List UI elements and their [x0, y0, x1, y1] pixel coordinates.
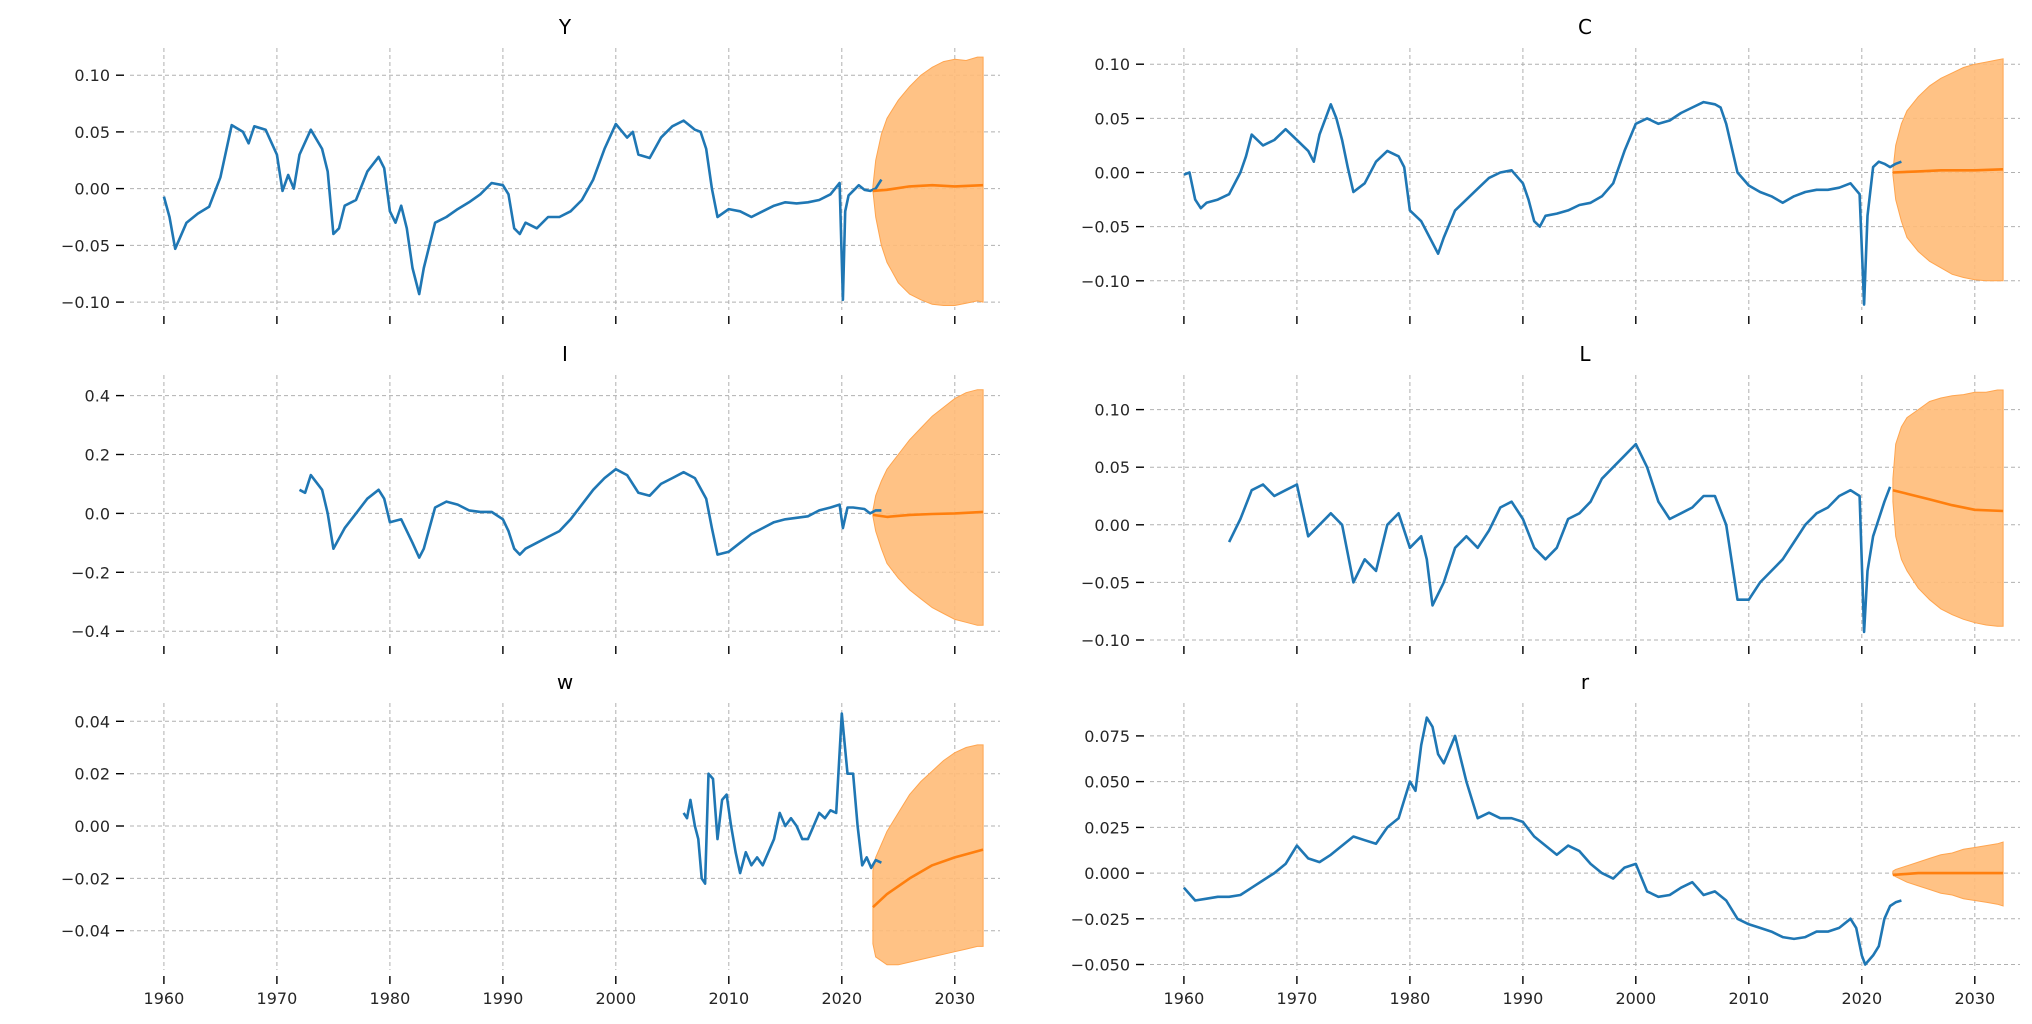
- series-forecast: [872, 510, 984, 519]
- y-tick-label: 0.00: [1094, 516, 1130, 535]
- x-tick-label: 2010: [1728, 989, 1769, 1008]
- forecast-band: [1892, 389, 2004, 627]
- x-tick-label: 2030: [1954, 989, 1995, 1008]
- y-tick-label: 0.050: [1084, 773, 1130, 792]
- y-tick-label: −0.4: [71, 622, 110, 641]
- y-tick-label: −0.10: [1081, 272, 1130, 291]
- x-tick-label: 1960: [144, 989, 185, 1008]
- series-data: [682, 712, 882, 885]
- series-forecast: [1892, 168, 2004, 174]
- panel-title: w: [557, 670, 573, 694]
- y-tick-label: −0.05: [1081, 573, 1130, 592]
- x-tick-label: 1990: [1503, 989, 1544, 1008]
- x-tick-label: 1980: [1390, 989, 1431, 1008]
- panel-C: 0.10 0.05 0.00 −0.05 −0.10 C: [1081, 15, 2020, 324]
- y-tick-label: 0.05: [74, 123, 110, 142]
- x-tick-label: 2000: [595, 989, 636, 1008]
- series-data: [162, 119, 883, 302]
- forecast-band: [872, 744, 984, 966]
- x-tick-label: 2030: [934, 989, 975, 1008]
- forecast-band: [872, 56, 984, 306]
- x-tick-label: 1990: [483, 989, 524, 1008]
- y-tick-label: −0.02: [61, 869, 110, 888]
- forecast-band: [872, 389, 984, 626]
- panel-title: L: [1579, 342, 1591, 366]
- y-tick-label: 0.0: [85, 504, 110, 523]
- panel-L: 0.10 0.05 0.00 −0.05 −0.10 L: [1081, 342, 2020, 654]
- series-forecast: [872, 183, 984, 193]
- y-tick-label: 0.02: [74, 765, 110, 784]
- y-tick-label: 0.00: [1094, 164, 1130, 183]
- y-tick-label: 0.10: [74, 66, 110, 85]
- y-tick-label: 0.075: [1084, 727, 1130, 746]
- y-tick-label: −0.10: [1081, 631, 1130, 650]
- y-tick-label: 0.2: [85, 446, 110, 465]
- y-tick-label: 0.4: [85, 387, 110, 406]
- y-tick-label: 0.00: [74, 817, 110, 836]
- y-tick-label: −0.2: [71, 563, 110, 582]
- series-data: [1183, 100, 1902, 306]
- x-tick-label: 2010: [708, 989, 749, 1008]
- panel-title: Y: [558, 15, 572, 39]
- y-tick-label: −0.05: [1081, 218, 1130, 237]
- x-tick-label: 2020: [1841, 989, 1882, 1008]
- y-tick-label: −0.10: [61, 293, 110, 312]
- panel-w: 1960 1970 1980 1990 2000 2010 2020 2030 0.04 0.02…: [61, 670, 1000, 1008]
- panel-r: 1960 1970 1980 1990 2000 2010 2020 2030 0.075 0.0…: [1071, 670, 2020, 1008]
- y-tick-label: −0.04: [61, 922, 110, 941]
- x-tick-label: 1970: [257, 989, 298, 1008]
- x-tick-label: 1970: [1277, 989, 1318, 1008]
- panel-Y: 0.10 0.05 0.00 −0.05 −0.10 Y: [61, 15, 1000, 324]
- x-tick-label: 2020: [821, 989, 862, 1008]
- series-data: [1182, 716, 1902, 966]
- y-tick-label: 0.04: [74, 712, 110, 731]
- x-tick-label: 1980: [370, 989, 411, 1008]
- y-tick-label: −0.05: [61, 236, 110, 255]
- y-tick-label: 0.000: [1084, 864, 1130, 883]
- y-tick-label: −0.050: [1071, 956, 1130, 975]
- y-tick-label: 0.05: [1094, 458, 1130, 477]
- series-forecast: [872, 848, 984, 909]
- y-tick-label: 0.00: [74, 180, 110, 199]
- panel-I: 0.4 0.2 0.0 −0.2 −0.4 I: [71, 342, 1000, 654]
- series-forecast: [1892, 871, 2004, 877]
- x-tick-label: 2000: [1615, 989, 1656, 1008]
- panel-title: r: [1581, 670, 1590, 694]
- y-tick-label: 0.05: [1094, 109, 1130, 128]
- y-tick-label: 0.10: [1094, 55, 1130, 74]
- y-tick-label: −0.025: [1071, 910, 1130, 929]
- panel-title: C: [1578, 15, 1592, 39]
- series-data: [1227, 442, 1892, 634]
- panel-title: I: [562, 342, 568, 366]
- series-forecast: [1892, 488, 2004, 513]
- y-tick-label: 0.025: [1084, 818, 1130, 837]
- series-data: [298, 467, 882, 559]
- y-tick-label: 0.10: [1094, 401, 1130, 420]
- x-tick-label: 1960: [1164, 989, 1205, 1008]
